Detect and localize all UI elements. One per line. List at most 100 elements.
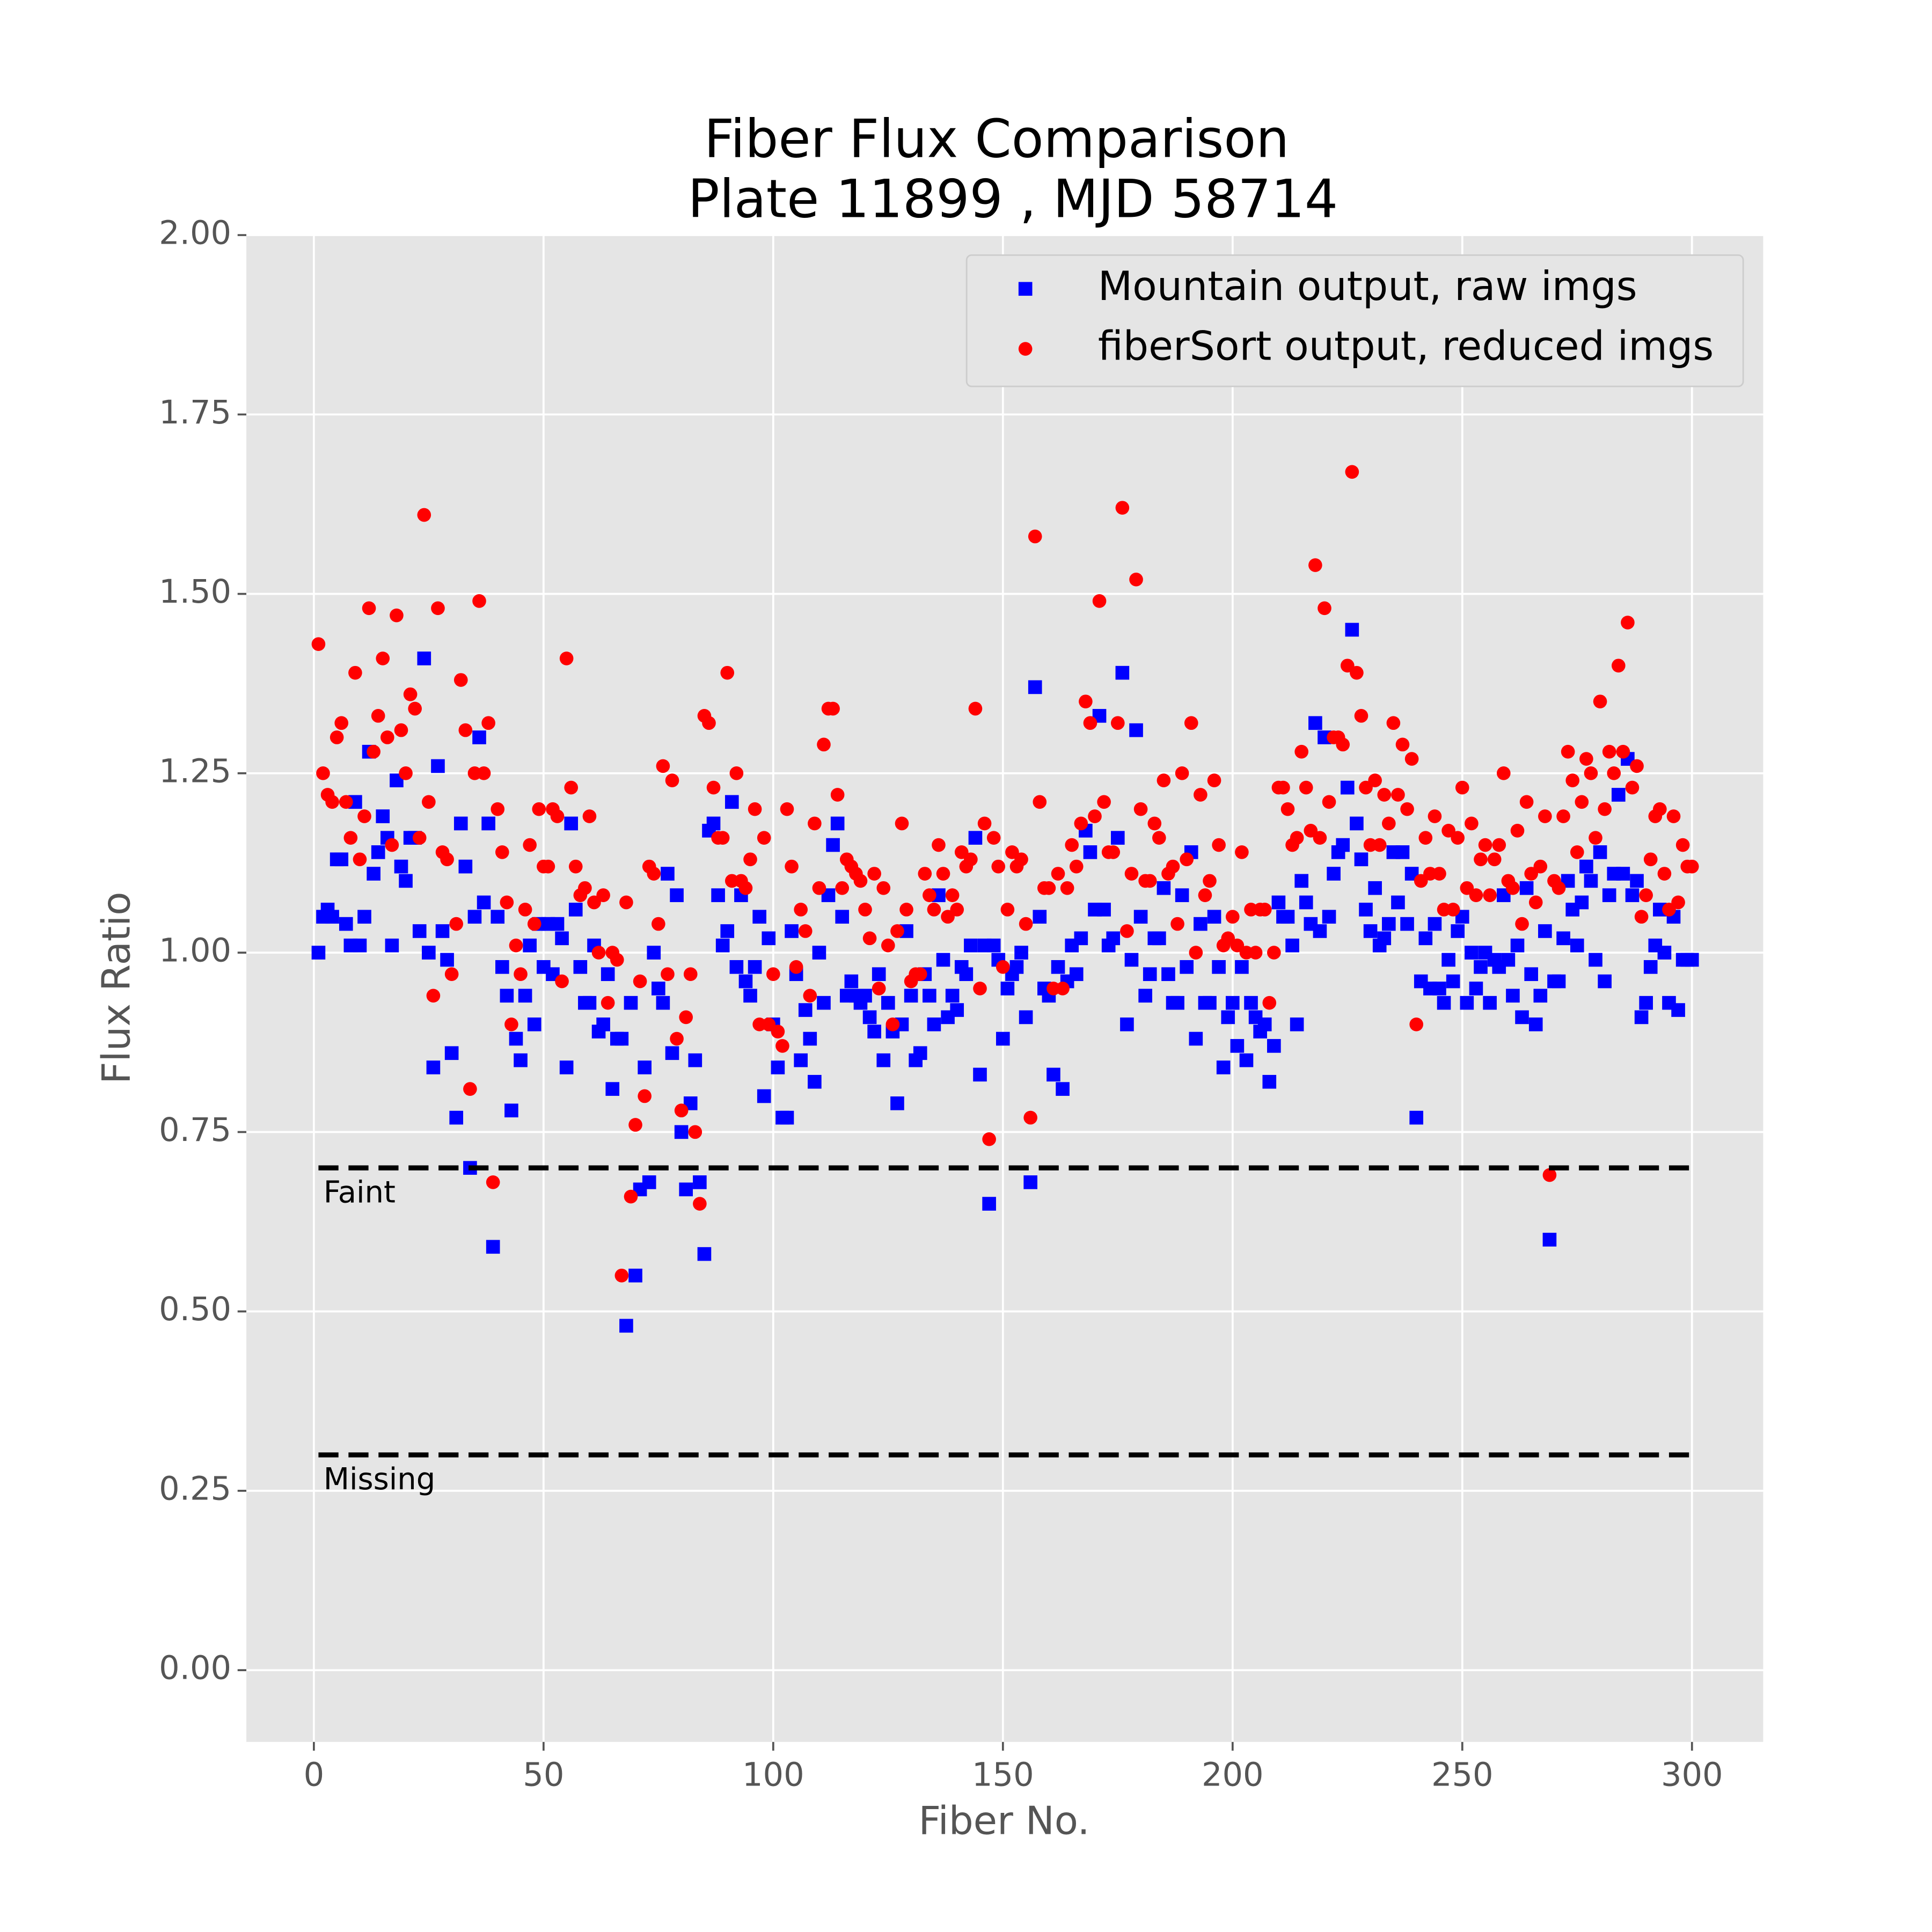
point	[1510, 823, 1525, 838]
point	[518, 989, 532, 1003]
point	[1519, 881, 1534, 895]
point	[1175, 888, 1189, 902]
point	[523, 938, 537, 953]
point	[674, 1103, 689, 1118]
point	[435, 924, 450, 938]
point	[1584, 766, 1598, 780]
point	[1157, 881, 1171, 895]
point	[1382, 816, 1396, 831]
point	[527, 1017, 541, 1031]
point	[812, 881, 826, 895]
point	[812, 946, 826, 960]
point	[1290, 1017, 1304, 1031]
point	[1207, 773, 1221, 788]
point	[1257, 1017, 1272, 1031]
point	[1602, 744, 1616, 759]
point	[964, 938, 978, 953]
point	[661, 967, 675, 982]
point	[1354, 709, 1368, 723]
point	[1359, 903, 1373, 917]
point	[514, 967, 528, 982]
point	[362, 601, 376, 616]
point	[918, 867, 932, 881]
point	[858, 989, 872, 1003]
point	[376, 652, 390, 665]
point	[1056, 982, 1070, 996]
point	[1409, 1017, 1423, 1031]
point	[1354, 852, 1368, 867]
point	[679, 1182, 693, 1197]
point	[1340, 780, 1355, 795]
point	[316, 766, 330, 780]
point	[1189, 946, 1203, 960]
point	[385, 838, 399, 852]
point	[826, 838, 840, 852]
point	[1478, 838, 1492, 852]
point	[656, 759, 670, 773]
point	[394, 859, 408, 874]
point	[1528, 1017, 1543, 1031]
point	[1014, 946, 1028, 960]
point	[440, 953, 454, 967]
point	[1019, 917, 1033, 931]
point	[706, 816, 721, 831]
point	[724, 795, 739, 809]
point	[1598, 974, 1612, 989]
point	[463, 1082, 477, 1096]
point	[1074, 931, 1088, 946]
point	[1363, 924, 1378, 938]
point	[1019, 1010, 1033, 1024]
point	[1556, 931, 1570, 946]
point	[1225, 996, 1240, 1010]
point	[1382, 917, 1396, 931]
point	[1023, 1110, 1037, 1125]
point	[693, 1175, 707, 1189]
point	[1593, 845, 1607, 859]
point	[762, 931, 776, 946]
point	[652, 917, 665, 931]
x-tick-label: 250	[1431, 1757, 1494, 1794]
point	[1299, 895, 1313, 910]
point	[1657, 867, 1672, 881]
point	[367, 867, 380, 881]
point	[348, 665, 362, 680]
point	[1657, 946, 1672, 960]
point	[785, 924, 799, 938]
point	[835, 881, 850, 895]
point	[1069, 967, 1084, 982]
point	[1336, 838, 1350, 852]
point	[1009, 960, 1024, 974]
point	[1685, 859, 1699, 874]
point	[876, 1053, 891, 1067]
point	[495, 845, 509, 859]
point	[481, 716, 495, 730]
point	[376, 809, 390, 823]
point	[968, 831, 983, 845]
point	[706, 780, 721, 795]
point	[1106, 931, 1121, 946]
point	[1483, 996, 1497, 1010]
point	[624, 996, 638, 1010]
point	[1267, 946, 1281, 960]
point	[624, 1189, 638, 1204]
point	[1575, 795, 1589, 809]
point	[596, 1017, 610, 1031]
point	[862, 1010, 877, 1024]
point	[509, 1031, 523, 1046]
point	[495, 960, 509, 974]
point	[715, 831, 730, 845]
point	[399, 766, 413, 780]
point	[1446, 974, 1460, 989]
point	[343, 831, 358, 845]
point	[794, 1053, 808, 1067]
point	[334, 716, 349, 730]
point	[973, 1067, 987, 1082]
point	[440, 852, 454, 867]
point	[477, 766, 491, 780]
point	[1625, 888, 1640, 902]
point	[1120, 924, 1134, 938]
point	[1391, 788, 1405, 802]
point	[1345, 465, 1359, 479]
point	[1589, 953, 1602, 967]
point	[748, 802, 762, 816]
